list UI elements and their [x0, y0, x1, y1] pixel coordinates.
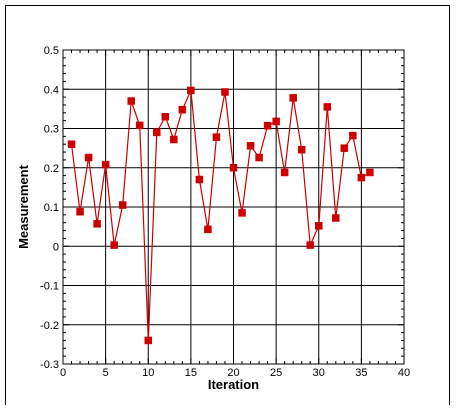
- data-point: [289, 94, 297, 102]
- data-point: [366, 168, 374, 177]
- data-point: [357, 173, 366, 182]
- series-line: [70, 88, 371, 341]
- x-tick-label: 10: [142, 367, 154, 379]
- series-layer: [67, 86, 374, 345]
- data-point: [67, 140, 76, 148]
- outer-border: [5, 5, 450, 406]
- y-tick-label: -0.2: [40, 320, 59, 332]
- data-point: [161, 112, 170, 121]
- data-point: [221, 88, 229, 96]
- data-point: [306, 241, 314, 249]
- data-point: [212, 133, 221, 141]
- y-tick-label: 0.3: [44, 124, 59, 136]
- grid-lines: [63, 50, 404, 364]
- data-point: [178, 105, 187, 114]
- data-point: [280, 168, 289, 177]
- data-point: [84, 153, 93, 162]
- data-point: [110, 241, 118, 249]
- data-point: [170, 135, 178, 144]
- x-tick-labels: 0 5 10 15 20 25 30 35 40: [60, 367, 410, 379]
- x-tick-label: 20: [227, 367, 239, 379]
- x-tick-label: 15: [185, 367, 197, 379]
- data-point: [332, 214, 340, 222]
- data-point: [204, 225, 212, 234]
- y-tick-labels: -0.3 -0.2 -0.1 0 0.1 0.2 0.3 0.4 0.5: [40, 45, 59, 371]
- data-point: [187, 86, 195, 95]
- data-point: [263, 122, 272, 130]
- data-point: [135, 121, 144, 130]
- data-point: [272, 117, 280, 126]
- y-tick-label: 0.4: [44, 84, 59, 96]
- data-point: [246, 142, 255, 150]
- y-tick-label: -0.1: [40, 281, 59, 293]
- y-tick-label: 0.2: [44, 163, 59, 175]
- x-tick-label: 30: [313, 367, 325, 379]
- data-point: [297, 145, 306, 154]
- x-tick-label: 5: [103, 367, 109, 379]
- data-point: [93, 220, 101, 228]
- y-axis-title: Measurement: [16, 164, 31, 248]
- data-point: [238, 209, 246, 217]
- data-point: [255, 153, 263, 162]
- data-point: [315, 222, 323, 230]
- x-tick-label: 40: [398, 367, 410, 379]
- data-point: [340, 144, 349, 152]
- x-tick-label: 25: [270, 367, 282, 379]
- x-axis-title: Iteration: [208, 377, 259, 392]
- data-point: [127, 97, 135, 105]
- data-point: [349, 131, 357, 140]
- x-tick-label: 35: [355, 367, 367, 379]
- data-point: [118, 201, 127, 209]
- y-tick-label: 0: [53, 241, 59, 253]
- data-point: [144, 336, 152, 345]
- x-tick-label: 0: [60, 367, 66, 379]
- data-point: [101, 160, 110, 169]
- y-tick-label: 0.1: [44, 202, 59, 214]
- y-tick-label: -0.3: [40, 359, 59, 371]
- data-point: [195, 175, 204, 184]
- data-point: [153, 128, 161, 137]
- data-point: [323, 103, 332, 111]
- axis-ticks: [62, 49, 405, 365]
- data-point: [76, 207, 84, 216]
- data-point: [229, 164, 238, 172]
- y-tick-label: 0.5: [44, 45, 59, 57]
